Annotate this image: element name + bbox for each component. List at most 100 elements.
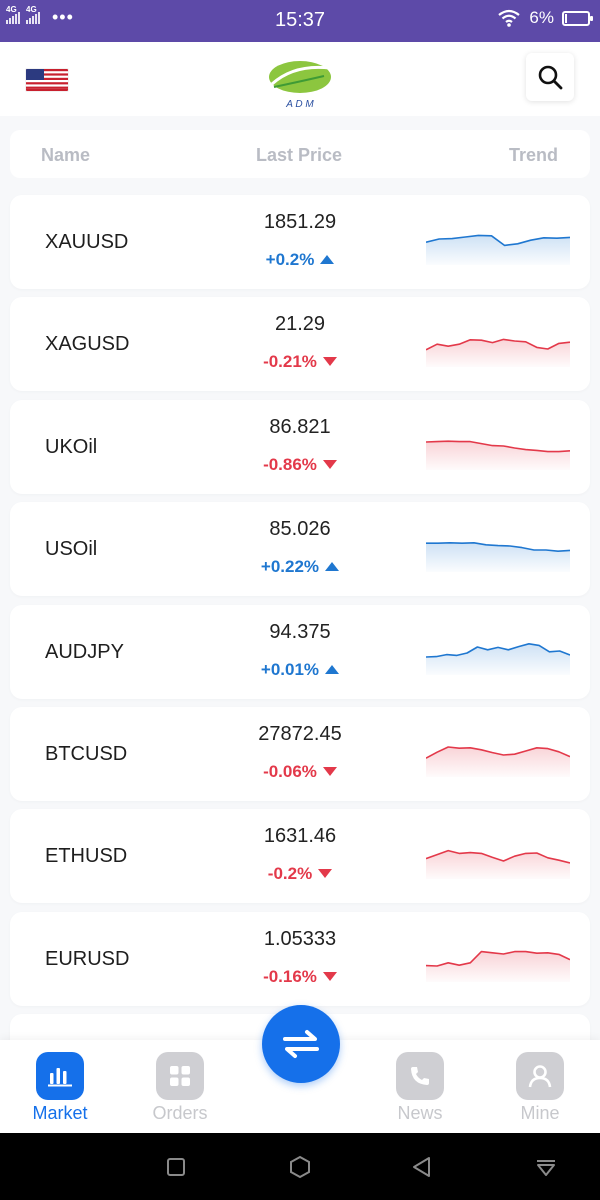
last-price: 1631.46 <box>263 825 337 847</box>
change-value: -0.16% <box>263 967 317 986</box>
battery-percent: 6% <box>529 8 554 27</box>
change-direction-icon <box>325 665 340 675</box>
change-direction-icon <box>322 767 337 777</box>
price-change: +0.2% <box>210 250 390 270</box>
price-change: -0.06% <box>210 762 390 782</box>
nav-mine-label: Mine <box>520 1103 560 1123</box>
sparkline-area <box>426 850 570 879</box>
user-icon <box>516 1052 564 1100</box>
signal-indicators: 4G 4G ••• <box>6 5 74 26</box>
change-value: -0.06% <box>263 762 317 781</box>
sparkline-line <box>426 950 570 967</box>
sparkline-line <box>426 440 570 453</box>
sparkline-area <box>426 235 570 265</box>
change-direction-icon <box>325 562 340 572</box>
swap-icon <box>283 1030 319 1058</box>
trend-sparkline <box>426 643 570 675</box>
wifi-icon <box>498 9 521 27</box>
change-value: -0.2% <box>267 864 313 883</box>
nav-news[interactable]: News <box>360 1052 480 1124</box>
quote-row[interactable]: ETHUSD 1631.46 -0.2% <box>10 809 590 903</box>
trend-sparkline <box>426 746 570 777</box>
symbol-name: AUDJPY <box>45 641 124 663</box>
quote-row[interactable]: XAGUSD 21.29 -0.21% <box>10 297 590 391</box>
price-change: -0.16% <box>210 967 390 987</box>
hexagon-icon[interactable] <box>288 1155 312 1179</box>
last-price: 1.05333 <box>263 928 337 950</box>
change-direction-icon <box>320 255 335 265</box>
symbol-name: EURUSD <box>45 948 130 970</box>
sparkline-area <box>426 747 570 777</box>
last-price: 21.29 <box>274 313 326 335</box>
symbol-name: UKOil <box>45 436 98 458</box>
nav-news-label: News <box>397 1103 443 1123</box>
trade-swap-button[interactable] <box>262 1005 340 1083</box>
price-change: -0.86% <box>210 455 390 475</box>
trend-sparkline <box>426 542 570 572</box>
quote-row[interactable]: XAUUSD 1851.29 +0.2% <box>10 195 590 289</box>
sparkline-line <box>426 643 570 658</box>
signal-2-icon: 4G <box>26 5 40 24</box>
search-icon <box>538 65 563 90</box>
phone-icon <box>396 1052 444 1100</box>
price-change: +0.01% <box>210 660 390 680</box>
price-change: +0.22% <box>210 557 390 577</box>
quote-row[interactable]: EURUSD 1.05333 -0.16% <box>10 912 590 1006</box>
grid-icon <box>156 1052 204 1100</box>
search-button[interactable] <box>526 53 574 101</box>
change-value: +0.2% <box>265 250 315 269</box>
last-price: 85.026 <box>269 518 331 540</box>
adm-logo: A D M <box>264 54 336 110</box>
nav-orders[interactable]: Orders <box>120 1052 240 1124</box>
logo-text: A D M <box>285 99 314 110</box>
change-direction-icon <box>322 972 337 982</box>
sparkline-line <box>426 234 570 247</box>
last-price: 94.375 <box>269 621 331 643</box>
symbol-name: ETHUSD <box>45 845 128 867</box>
sparkline-area <box>426 441 570 470</box>
status-bar: 4G 4G ••• 15:37 6% <box>0 0 600 42</box>
quote-row[interactable]: UKOil 86.821 -0.86% <box>10 400 590 494</box>
status-time: 15:37 <box>274 9 326 31</box>
sparkline-area <box>426 951 570 982</box>
column-last-price: Last Price <box>256 145 343 165</box>
us-flag-icon[interactable] <box>26 69 68 91</box>
quote-row[interactable]: USOil 85.026 +0.22% <box>10 502 590 596</box>
symbol-name: USOil <box>45 538 98 560</box>
sparkline-line <box>426 849 570 864</box>
column-name: Name <box>41 145 91 165</box>
sparkline-area <box>426 643 570 675</box>
nav-orders-label: Orders <box>152 1103 208 1123</box>
symbol-name: XAUUSD <box>45 231 129 253</box>
sparkline-line <box>426 338 570 351</box>
nav-mine[interactable]: Mine <box>480 1052 600 1124</box>
quote-row[interactable]: BTCUSD 27872.45 -0.06% <box>10 707 590 801</box>
menu-down-icon[interactable] <box>534 1155 558 1179</box>
signal-1-icon: 4G <box>6 5 20 24</box>
quote-row[interactable]: AUDJPY 94.375 +0.01% <box>10 605 590 699</box>
sparkline-area <box>426 542 570 572</box>
nav-market-label: Market <box>32 1103 88 1123</box>
change-value: +0.22% <box>260 557 320 576</box>
sparkline-area <box>426 339 570 367</box>
status-right: 6% <box>497 8 593 28</box>
last-price: 27872.45 <box>258 723 342 745</box>
symbol-name: XAGUSD <box>45 333 130 355</box>
sparkline-line <box>426 746 570 759</box>
sim1-label: 4G <box>6 5 17 14</box>
price-change: -0.21% <box>210 352 390 372</box>
back-triangle-icon[interactable] <box>410 1155 434 1179</box>
bar-chart-icon <box>36 1052 84 1100</box>
trend-sparkline <box>426 440 570 470</box>
price-change: -0.2% <box>210 864 390 884</box>
sparkline-line <box>426 542 570 553</box>
last-price: 1851.29 <box>263 211 337 233</box>
nav-market[interactable]: Market <box>0 1052 120 1124</box>
change-value: -0.21% <box>263 352 317 371</box>
sim2-label: 4G <box>26 5 37 14</box>
symbol-name: BTCUSD <box>45 743 128 765</box>
battery-icon <box>562 10 593 26</box>
square-icon[interactable] <box>164 1155 188 1179</box>
change-value: +0.01% <box>260 660 320 679</box>
system-navigation-bar <box>0 1133 600 1200</box>
